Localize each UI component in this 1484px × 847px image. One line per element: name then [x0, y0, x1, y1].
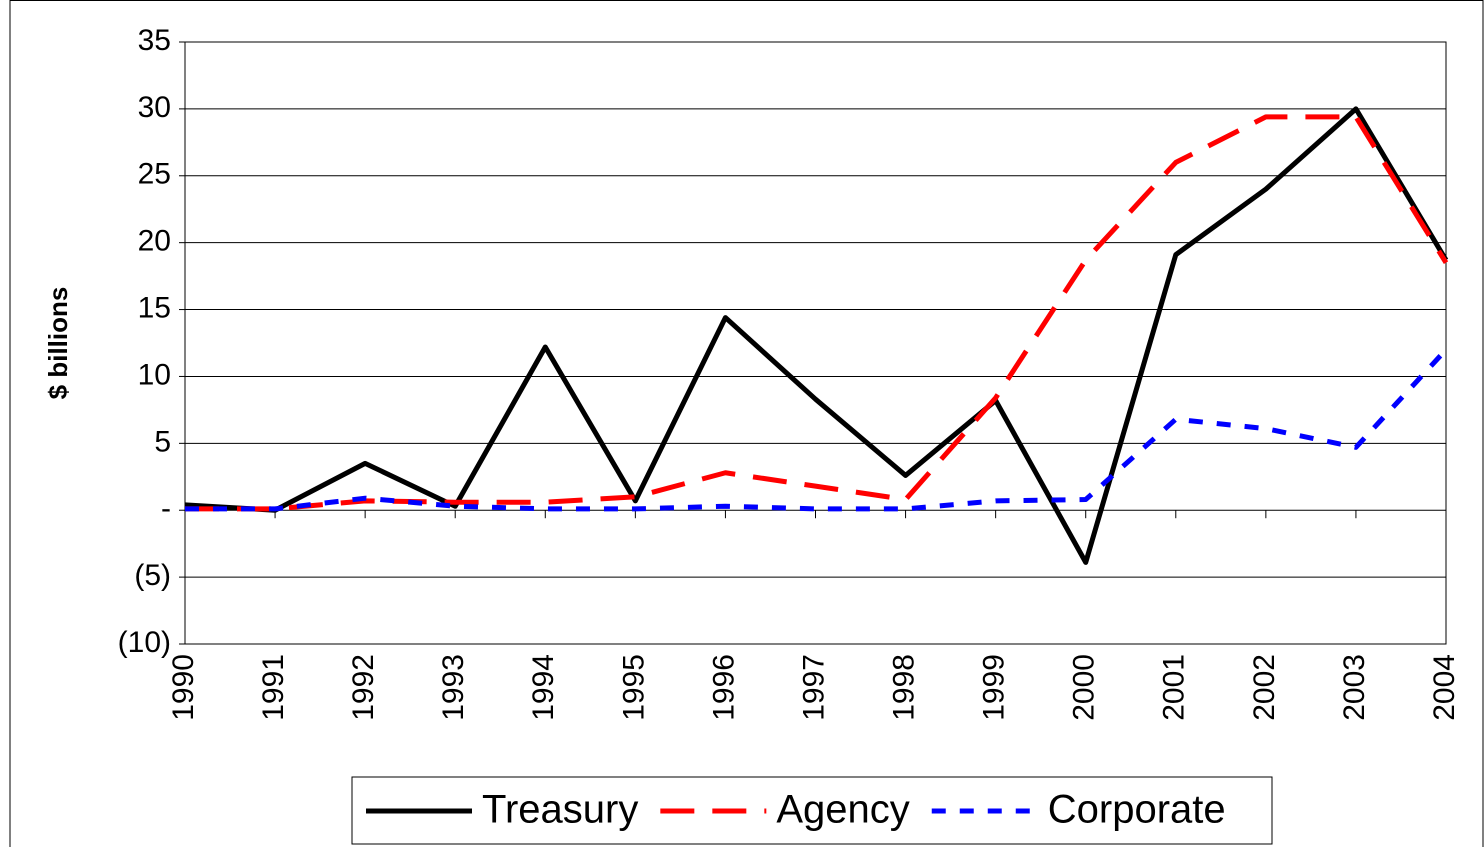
x-tick-label: 2004: [1428, 654, 1461, 721]
x-tick-label: 1998: [887, 654, 920, 721]
x-tick-label: 1999: [978, 654, 1011, 721]
x-tick-label: 2002: [1248, 654, 1281, 721]
y-axis-label: $ billions: [43, 287, 73, 400]
x-tick-label: 1994: [527, 654, 560, 721]
y-tick-label: 35: [138, 24, 171, 57]
x-tick-label: 1996: [707, 654, 740, 721]
y-tick-label: -: [161, 492, 171, 525]
y-tick-label: 30: [138, 91, 171, 124]
y-tick-label: 25: [138, 158, 171, 191]
legend-box: [351, 776, 1273, 845]
x-tick-label: 1995: [617, 654, 650, 721]
legend-label: Agency: [776, 788, 909, 832]
x-tick-label: 1990: [167, 654, 200, 721]
x-tick-label: 1997: [797, 654, 830, 721]
y-tick-label: 20: [138, 225, 171, 258]
series-line: [184, 106, 1449, 565]
x-tick-label: 1993: [437, 654, 470, 721]
x-tick-label: 1992: [347, 654, 380, 721]
chart-frame: [9, 0, 1484, 847]
x-tick-label: 2003: [1338, 654, 1371, 721]
x-tick-label: 1991: [257, 654, 290, 721]
y-tick-label: 5: [154, 425, 171, 458]
x-tick-label: 2000: [1068, 654, 1101, 721]
y-tick-label: 10: [138, 358, 171, 391]
y-tick-label: 15: [138, 291, 171, 324]
x-tick-label: 2001: [1158, 654, 1191, 721]
legend-label: Corporate: [1048, 788, 1226, 832]
series-line: [185, 114, 1449, 512]
plot-border: [184, 41, 1447, 645]
y-tick-label: (5): [134, 559, 171, 592]
legend: Treasury Agency Corporate: [351, 776, 1273, 845]
legend-label: Treasury: [482, 788, 638, 832]
y-tick-label: (10): [118, 626, 171, 659]
